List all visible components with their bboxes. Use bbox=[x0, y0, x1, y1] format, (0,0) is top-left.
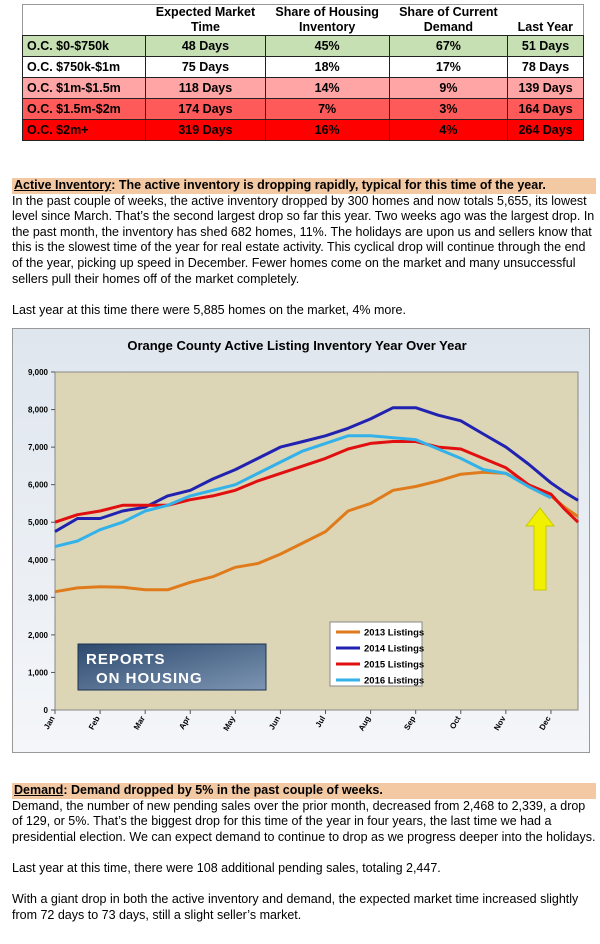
table-cell: 75 Days bbox=[145, 56, 266, 78]
table-row: O.C. $2m+ 319 Days 16% 4% 264 Days bbox=[21, 119, 584, 141]
table-cell: 3% bbox=[388, 98, 509, 120]
table-cell: 45% bbox=[264, 35, 390, 57]
table-cell: O.C. $1.5m-$2m bbox=[21, 98, 147, 120]
header-cell: Last Year bbox=[508, 5, 584, 36]
table-row: O.C. $1.5m-$2m 174 Days 7% 3% 164 Days bbox=[21, 98, 584, 120]
header-line: Inventory bbox=[299, 20, 356, 34]
logo bbox=[77, 643, 267, 691]
header-line: Expected Market bbox=[155, 5, 256, 19]
table-cell: 319 Days bbox=[145, 119, 266, 141]
table-row: O.C. $0-$750k 48 Days 45% 67% 51 Days bbox=[21, 35, 584, 57]
y-tick-label: 0 bbox=[44, 706, 49, 715]
arrow bbox=[524, 507, 556, 591]
market-table: Expected Market Time Share of Housing Inven… bbox=[21, 4, 584, 141]
y-tick-label: 2,000 bbox=[28, 631, 49, 640]
y-tick-label: 7,000 bbox=[28, 443, 49, 452]
heading-text: : Demand dropped by 5% in the past coupl… bbox=[63, 783, 383, 797]
header-line bbox=[508, 5, 583, 20]
table-cell: 174 Days bbox=[145, 98, 266, 120]
paragraph: Last year at this time, there were 108 a… bbox=[12, 860, 441, 875]
header-line: Last Year bbox=[517, 20, 573, 34]
table-cell: 9% bbox=[388, 77, 509, 99]
demand-section: Demand: Demand dropped by 5% in the past… bbox=[12, 783, 596, 939]
y-tick-label: 1,000 bbox=[28, 668, 49, 677]
table-cell: 264 Days bbox=[507, 119, 584, 141]
table-cell: 139 Days bbox=[507, 77, 584, 99]
table-cell: O.C. $1m-$1.5m bbox=[21, 77, 147, 99]
table-cell: 14% bbox=[264, 77, 390, 99]
table-row: O.C. $750k-$1m 75 Days 18% 17% 78 Days bbox=[21, 56, 584, 78]
legend-label: 2013 Listings bbox=[364, 628, 424, 639]
y-tick-label: 9,000 bbox=[28, 368, 49, 377]
table-cell: 118 Days bbox=[145, 77, 266, 99]
paragraph: In the past couple of weeks, the active … bbox=[12, 193, 595, 286]
header-cell bbox=[23, 5, 146, 36]
table-cell: 48 Days bbox=[145, 35, 266, 57]
logo-text: REPORTS bbox=[86, 651, 166, 668]
section-heading: Active Inventory: The active inventory i… bbox=[12, 178, 596, 194]
table-cell: 4% bbox=[388, 119, 509, 141]
heading-text: : The active inventory is dropping rapid… bbox=[111, 178, 546, 192]
table-cell: 18% bbox=[264, 56, 390, 78]
table-cell: O.C. $0-$750k bbox=[21, 35, 147, 57]
header-line: Share of Housing bbox=[275, 5, 379, 19]
section-heading: Demand: Demand dropped by 5% in the past… bbox=[12, 783, 596, 799]
table-cell: 164 Days bbox=[507, 98, 584, 120]
y-tick-label: 5,000 bbox=[28, 518, 49, 527]
table-cell: O.C. $750k-$1m bbox=[21, 56, 147, 78]
header-line: Time bbox=[190, 20, 220, 34]
y-tick-label: 3,000 bbox=[28, 593, 49, 602]
header-cell: Share of Current Demand bbox=[389, 5, 507, 36]
legend-label: 2015 Listings bbox=[364, 660, 424, 671]
table-cell: 67% bbox=[388, 35, 509, 57]
inventory-section: Active Inventory: The active inventory i… bbox=[12, 178, 596, 334]
table-cell: 7% bbox=[264, 98, 390, 120]
logo-text: ON HOUSING bbox=[96, 670, 203, 687]
table-cell: 78 Days bbox=[507, 56, 584, 78]
y-tick-label: 4,000 bbox=[28, 556, 49, 565]
legend-label: 2016 Listings bbox=[364, 676, 424, 687]
paragraph: With a giant drop in both the active inv… bbox=[12, 892, 579, 922]
table-cell: O.C. $2m+ bbox=[21, 119, 147, 141]
legend-label: 2014 Listings bbox=[364, 644, 424, 655]
heading-label: Demand bbox=[14, 783, 64, 797]
table-cell: 17% bbox=[388, 56, 509, 78]
header-cell: Share of Housing Inventory bbox=[265, 5, 389, 36]
heading-label: Active Inventory bbox=[14, 178, 112, 192]
header-cell: Expected Market Time bbox=[146, 5, 265, 36]
series-line bbox=[54, 406, 579, 533]
header-line: Share of Current bbox=[399, 5, 498, 19]
paragraph: Demand, the number of new pending sales … bbox=[12, 798, 596, 844]
y-tick-label: 8,000 bbox=[28, 406, 49, 415]
table-cell: 16% bbox=[264, 119, 390, 141]
table-cell: 51 Days bbox=[507, 35, 584, 57]
y-tick-label: 6,000 bbox=[28, 481, 49, 490]
series-line bbox=[54, 434, 552, 549]
chart-title: Orange County Active Listing Inventory Y… bbox=[127, 338, 466, 353]
paragraph: Last year at this time there were 5,885 … bbox=[12, 302, 406, 317]
chart: Orange County Active Listing Inventory Y… bbox=[12, 328, 590, 753]
header-line: Demand bbox=[423, 20, 474, 34]
series-line bbox=[54, 440, 580, 524]
table-row: O.C. $1m-$1.5m 118 Days 14% 9% 139 Days bbox=[21, 77, 584, 99]
